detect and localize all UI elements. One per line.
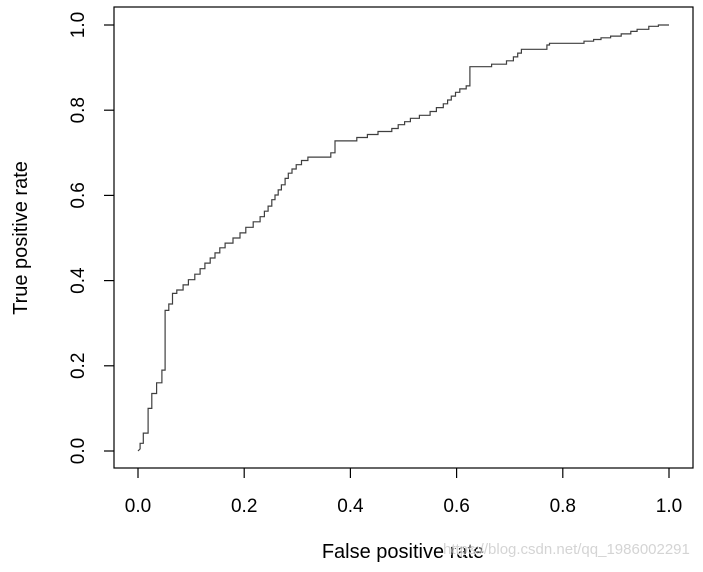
y-axis: 0.0 0.2 0.4 0.6 0.8 1.0 — [68, 12, 114, 464]
x-axis-label: False positive rate — [322, 541, 484, 563]
y-tick-label: 0.8 — [68, 97, 89, 123]
x-tick-label: 0.6 — [443, 496, 469, 517]
y-tick-label: 1.0 — [68, 12, 89, 38]
y-axis-label: True positive rate — [10, 161, 32, 315]
plot-box — [113, 6, 694, 469]
x-tick-label: 0.8 — [550, 496, 576, 517]
watermark-text: https://blog.csdn.net/qq_1986002291 — [443, 541, 690, 558]
y-tick-label: 0.6 — [68, 182, 89, 208]
x-tick-label: 0.0 — [125, 496, 151, 517]
y-tick-label: 0.0 — [68, 438, 89, 464]
x-tick-label: 0.4 — [337, 496, 364, 517]
x-tick-label: 0.2 — [231, 496, 257, 517]
x-axis: 0.0 0.2 0.4 0.6 0.8 1.0 — [125, 468, 682, 517]
roc-curve — [137, 24, 669, 452]
y-tick-label: 0.4 — [68, 267, 89, 294]
x-tick-label: 1.0 — [656, 496, 682, 517]
y-tick-label: 0.2 — [68, 353, 89, 379]
